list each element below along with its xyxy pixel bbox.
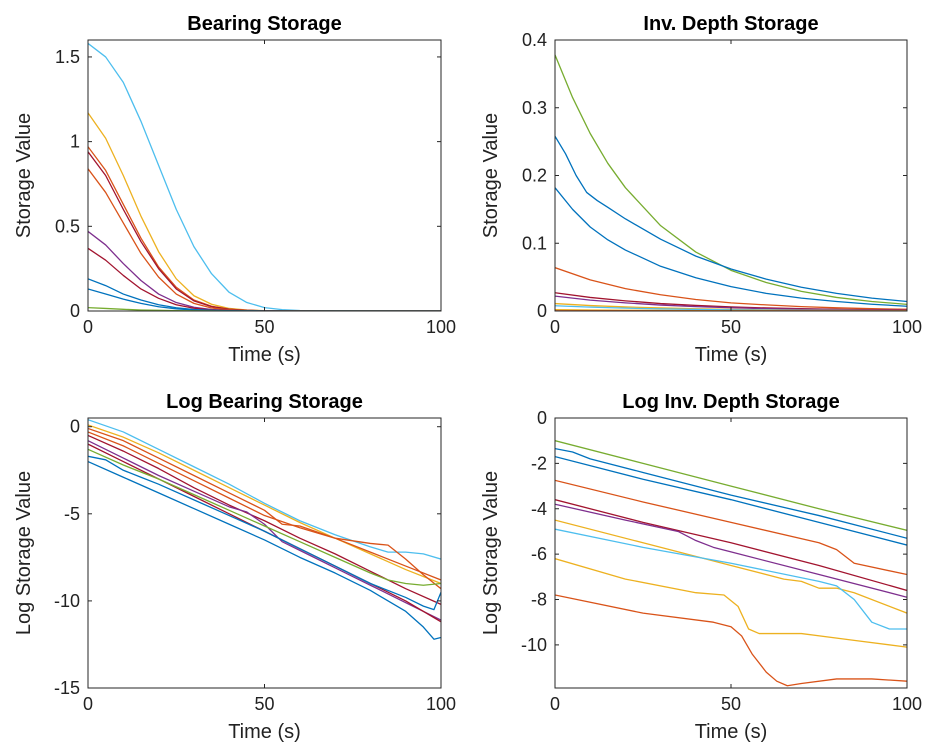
chart-panel: 0 50 100 -10 -8 -6 -4 -2 0 Log Inv. Depth Storage… [480, 391, 922, 743]
x-tick-label: 0 [83, 317, 93, 337]
y-tick-label: -8 [531, 590, 547, 610]
series-line [88, 448, 441, 586]
axes-box [554, 417, 908, 689]
y-tick-label: -5 [64, 504, 80, 524]
series-line [555, 479, 907, 576]
x-axis-label: Time (s) [695, 344, 768, 366]
y-tick-label: 0.3 [522, 98, 547, 118]
series-line [555, 135, 907, 303]
y-tick-label: 0 [70, 417, 80, 437]
series-group [555, 54, 907, 311]
x-axis-label: Time (s) [228, 721, 301, 743]
chart-panel: 0 50 100 0 0.1 0.2 0.3 0.4 Inv. Depth Storage Tim… [480, 13, 922, 366]
x-tick-label: 0 [550, 694, 560, 714]
y-tick-label: 1 [70, 132, 80, 152]
y-tick-label: -4 [531, 499, 547, 519]
series-line [88, 455, 441, 611]
y-axis-label: Log Storage Value [480, 471, 502, 635]
series-line [555, 440, 907, 531]
x-tick-label: 50 [721, 694, 741, 714]
chart-title: Bearing Storage [187, 13, 341, 35]
x-tick-label: 50 [254, 694, 274, 714]
series-line [555, 519, 907, 614]
y-tick-label: -2 [531, 453, 547, 473]
y-tick-label: -10 [521, 635, 547, 655]
x-tick-label: 0 [550, 317, 560, 337]
axes-box [87, 417, 442, 689]
y-tick-label: 0 [70, 301, 80, 321]
y-tick-label: 0.1 [522, 233, 547, 253]
x-tick-label: 100 [892, 694, 922, 714]
y-tick-label: -15 [54, 678, 80, 698]
series-line [555, 447, 907, 539]
series-line [555, 558, 907, 648]
series-line [88, 443, 441, 623]
series-line [555, 594, 907, 687]
x-axis-label: Time (s) [228, 344, 301, 366]
y-axis-label: Storage Value [13, 113, 35, 238]
series-line [88, 146, 441, 311]
y-tick-label: -6 [531, 544, 547, 564]
series-line [555, 187, 907, 307]
series-line [555, 455, 907, 546]
y-tick-label: 0.4 [522, 30, 547, 50]
x-tick-label: 50 [721, 317, 741, 337]
x-tick-label: 100 [892, 317, 922, 337]
series-line [88, 151, 441, 311]
series-group [555, 440, 907, 687]
x-tick-label: 0 [83, 694, 93, 714]
series-line [555, 503, 907, 598]
series-line [88, 431, 441, 590]
chart-panel: 0 50 100 -15 -10 -5 0 Log Bearing Storage Time (… [13, 391, 456, 743]
chart-title: Log Inv. Depth Storage [622, 391, 839, 413]
series-line [555, 267, 907, 310]
series-group [88, 42, 441, 311]
series-line [88, 42, 441, 311]
y-tick-label: 0.2 [522, 166, 547, 186]
chart-panel: 0 50 100 0 0.5 1 1.5 Bearing Storage Time (s) Sto… [13, 13, 456, 366]
y-tick-label: -10 [54, 591, 80, 611]
y-tick-label: 0 [537, 301, 547, 321]
x-axis-label: Time (s) [695, 721, 768, 743]
y-axis-label: Storage Value [480, 113, 502, 238]
series-line [88, 434, 441, 605]
chart-title: Log Bearing Storage [166, 391, 363, 413]
y-axis-label: Log Storage Value [13, 471, 35, 635]
series-line [88, 230, 441, 311]
x-tick-label: 50 [254, 317, 274, 337]
series-line [555, 54, 907, 306]
series-line [88, 278, 441, 311]
y-tick-label: 0 [537, 408, 547, 428]
x-tick-label: 100 [426, 317, 456, 337]
series-line [88, 427, 441, 581]
axes-box [87, 39, 442, 312]
series-line [88, 424, 441, 585]
series-line [88, 419, 441, 560]
series-group [88, 419, 441, 640]
series-line [88, 440, 441, 621]
x-tick-label: 100 [426, 694, 456, 714]
series-line [88, 460, 441, 640]
y-tick-label: 1.5 [55, 47, 80, 67]
series-line [555, 499, 907, 592]
y-tick-label: 0.5 [55, 216, 80, 236]
chart-title: Inv. Depth Storage [643, 13, 818, 35]
series-line [555, 528, 907, 630]
